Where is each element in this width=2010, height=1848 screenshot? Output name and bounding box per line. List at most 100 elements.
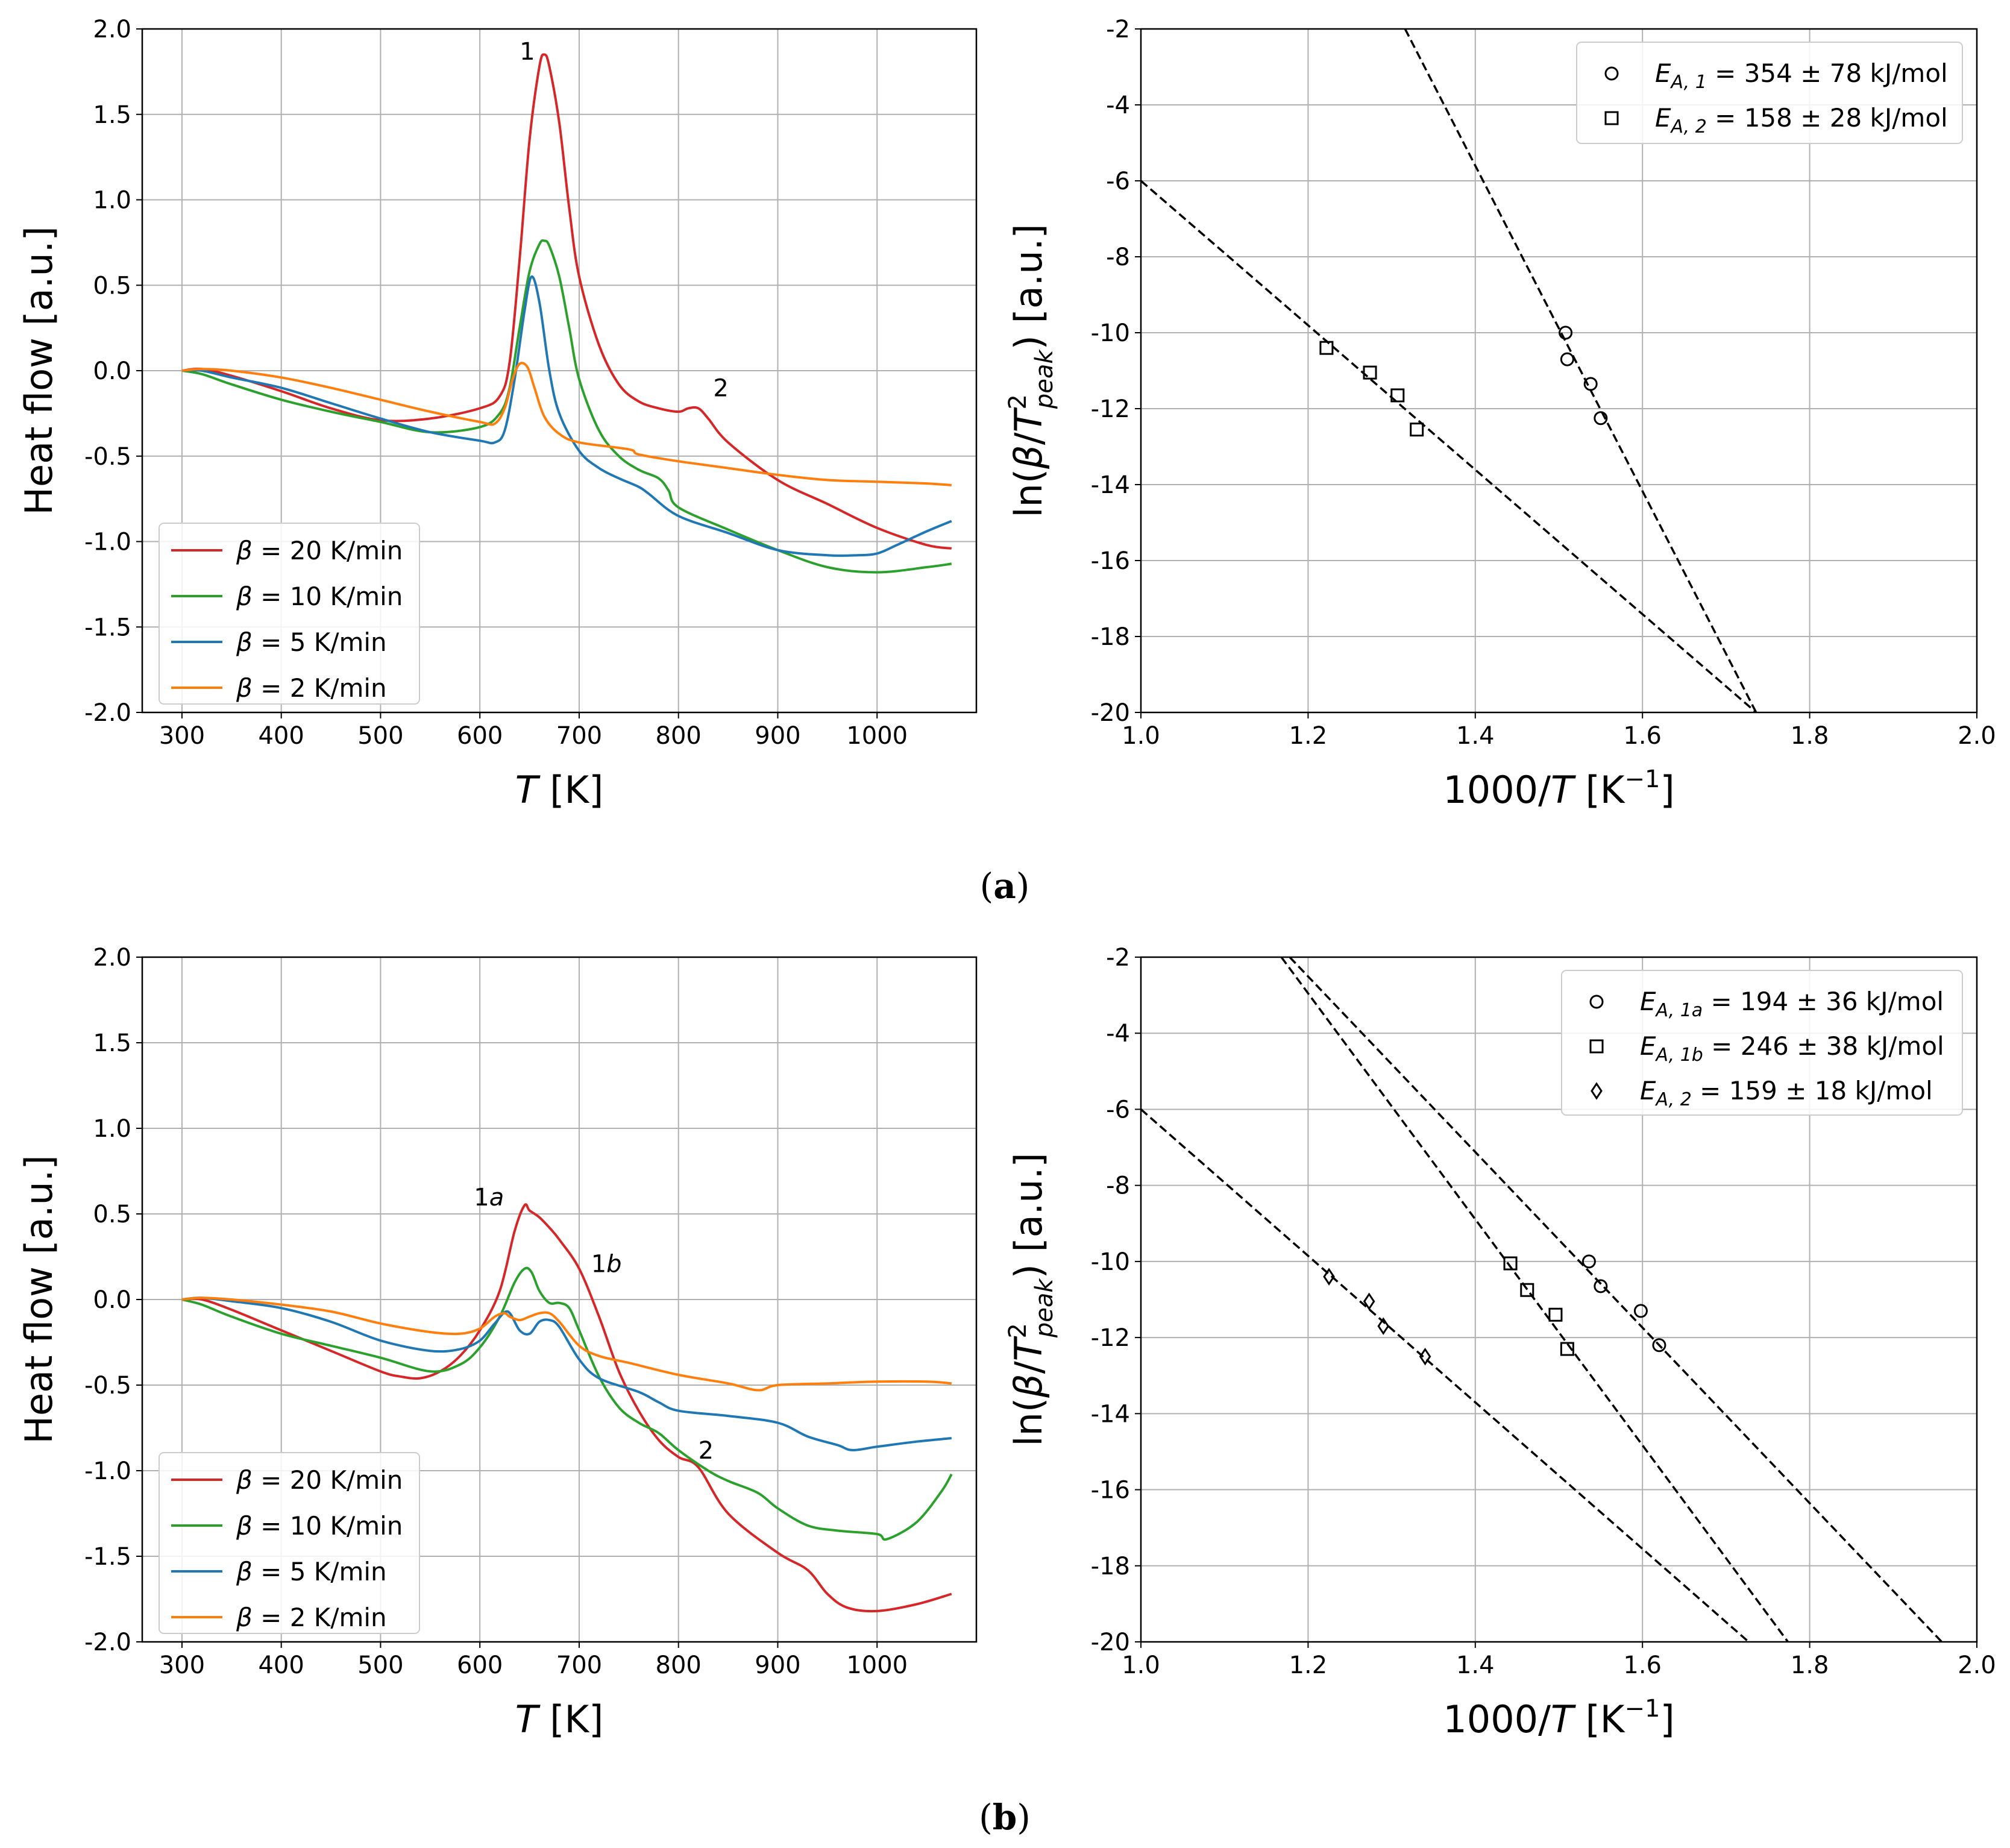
x-axis-label-unit: [K — [1574, 768, 1625, 812]
legend-entry: β = 5 K/min — [236, 1557, 387, 1586]
x-tick-label: 1.2 — [1289, 722, 1328, 750]
x-tick-label: 1.8 — [1791, 1652, 1829, 1679]
legend-sub: A, 2 — [1655, 1089, 1692, 1110]
data-point-circle — [1581, 1254, 1596, 1269]
data-point-diamond — [1377, 1317, 1390, 1335]
x-tick-label: 600 — [457, 1652, 503, 1679]
y-tick-label: -1.0 — [84, 529, 131, 556]
legend-rest: = 159 ± 18 kJ/mol — [1692, 1076, 1933, 1105]
x-axis-label-prefix: 1000/ — [1443, 1697, 1551, 1741]
fit-line-1 — [1141, 180, 1757, 712]
ticks: 1.0 1.2 1.4 1.6 1.8 2.0 -2 -4 -6 -8 -10 -12 -14 -16 -1… — [1091, 16, 1996, 750]
legend-value: = 5 K/min — [253, 1557, 387, 1586]
y-axis-label-beta: β — [1007, 1374, 1051, 1398]
legend-e: E — [1640, 1031, 1656, 1061]
peak-annotation-num: 1 — [520, 38, 535, 66]
data-point-circle — [1594, 411, 1608, 426]
y-tick-label: -4 — [1106, 1020, 1130, 1048]
legend-value: = 2 K/min — [253, 1603, 387, 1632]
x-tick-label: 2.0 — [1958, 1652, 1996, 1679]
y-tick-label: 0.5 — [93, 1201, 131, 1228]
y-tick-label: -16 — [1091, 547, 1130, 575]
x-axis-label-sup: −1 — [1624, 765, 1660, 793]
legend-entry: EA, 1 = 354 ± 78 kJ/mol — [1655, 58, 1948, 93]
y-axis-label-beta: β — [1007, 445, 1051, 470]
legend-e: E — [1655, 103, 1671, 133]
legend-box — [1576, 42, 1963, 144]
legend-entry: β = 10 K/min — [236, 1511, 403, 1541]
data-point-diamond — [1363, 1292, 1375, 1310]
x-axis-label-sup: −1 — [1624, 1695, 1660, 1723]
y-tick-label: -12 — [1091, 395, 1130, 423]
x-tick-label: 1.0 — [1122, 1652, 1160, 1679]
x-tick-label: 1.0 — [1122, 722, 1160, 750]
y-tick-label: -2 — [1106, 944, 1130, 972]
y-tick-label: -6 — [1106, 168, 1130, 195]
x-tick-label: 700 — [556, 722, 602, 750]
plot-frame — [141, 28, 978, 714]
x-tick-label: 300 — [159, 722, 205, 750]
plot-frame — [141, 956, 978, 1643]
legend-marker-circle — [1604, 66, 1619, 81]
x-tick-label: 2.0 — [1958, 722, 1996, 750]
x-axis-label-close: ] — [1660, 1697, 1674, 1741]
x-tick-label: 500 — [357, 1652, 403, 1679]
x-axis-label: T [K] — [515, 1697, 604, 1741]
y-tick-label: -12 — [1091, 1324, 1130, 1352]
ticks: 300 400 500 600 700 800 900 1000 -2.0 -1.5 -1.0 -0.… — [84, 944, 908, 1679]
legend-marker-diamond — [1591, 1082, 1603, 1100]
series-group — [1141, 29, 1757, 712]
series-line-0 — [181, 1203, 952, 1613]
y-tick-label: 0.5 — [93, 272, 131, 300]
fit-line-0 — [1404, 29, 1757, 712]
legend-value: = 10 K/min — [253, 582, 403, 611]
x-axis-label-var: T — [1551, 1697, 1576, 1741]
panel-b-kissinger: 1.0 1.2 1.4 1.6 1.8 2.0 -2 -4 -6 -8 -10 -12 -14 -16 -1… — [1004, 944, 1996, 1741]
data-point-circle — [1652, 1338, 1666, 1353]
y-tick-label: 0.0 — [93, 1286, 131, 1314]
data-point-circle — [1633, 1304, 1648, 1318]
y-tick-label: -10 — [1091, 1248, 1130, 1276]
legend-marker-square — [1589, 1039, 1604, 1054]
y-axis-label: Heat flow [a.u.] — [17, 1155, 61, 1444]
x-axis-label-var: T — [1551, 768, 1576, 812]
y-tick-label: 2.0 — [93, 16, 131, 43]
legend-rest: = 158 ± 28 kJ/mol — [1707, 103, 1948, 133]
x-axis-label-var: T — [515, 768, 541, 812]
y-tick-label: -2 — [1106, 16, 1130, 43]
legend-entry: β = 5 K/min — [236, 627, 387, 657]
x-tick-label: 900 — [755, 1652, 800, 1679]
data-point-square — [1390, 388, 1405, 403]
legend-e: E — [1655, 58, 1671, 88]
legend-value: = 5 K/min — [253, 627, 387, 657]
fit-line-0 — [1289, 957, 1943, 1642]
data-point-square — [1560, 1342, 1574, 1356]
peak-annotation-suffix: a — [489, 1184, 504, 1212]
x-tick-label: 400 — [258, 722, 304, 750]
data-point-diamond — [1323, 1268, 1335, 1286]
x-tick-label: 1.6 — [1623, 722, 1662, 750]
plot-frame — [1140, 956, 1978, 1643]
peak-annotation-num: 1 — [474, 1184, 489, 1212]
series-group — [181, 1203, 953, 1613]
data-point-circle — [1559, 325, 1573, 340]
y-axis-label-ln: ln( — [1007, 469, 1051, 518]
series-line-0 — [181, 53, 952, 550]
legend-rest: = 246 ± 38 kJ/mol — [1703, 1031, 1944, 1061]
x-tick-label: 700 — [556, 1652, 602, 1679]
caption-a-letter: a — [993, 866, 1016, 907]
data-point-circle — [1594, 1279, 1608, 1293]
y-axis-label-rest: ) [a.u.] — [1007, 1152, 1051, 1278]
y-tick-label: -20 — [1091, 1629, 1130, 1656]
legend-e: E — [1640, 1076, 1656, 1105]
y-axis-label-ln: ln( — [1007, 1398, 1051, 1447]
legend-marker-circle — [1589, 995, 1604, 1009]
legend-rest: = 194 ± 36 kJ/mol — [1703, 987, 1944, 1016]
y-tick-label: -10 — [1091, 319, 1130, 347]
legend-marker-square — [1604, 111, 1619, 125]
series-line-3 — [181, 362, 952, 486]
y-axis-label-sq: 2 — [1004, 394, 1032, 409]
series-group — [1141, 957, 1943, 1642]
x-tick-label: 1.2 — [1289, 1652, 1328, 1679]
